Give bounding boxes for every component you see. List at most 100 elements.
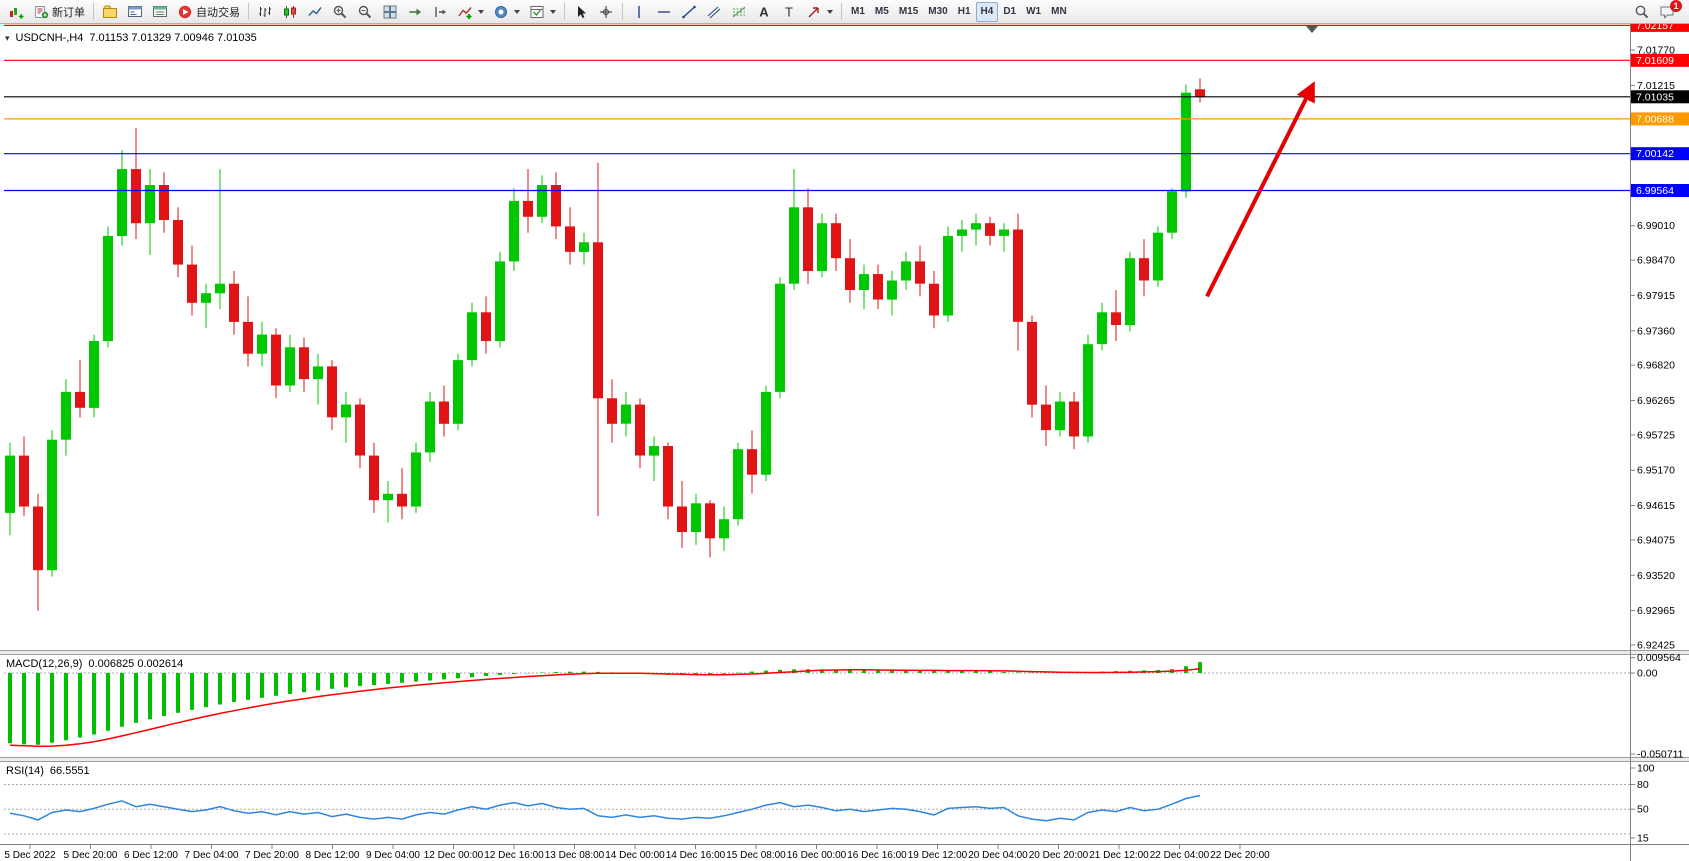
symbol-collapse-icon[interactable]: ▾	[5, 33, 10, 43]
svg-text:19 Dec 12:00: 19 Dec 12:00	[908, 850, 968, 861]
line-chart-button[interactable]	[303, 2, 327, 22]
svg-text:6 Dec 12:00: 6 Dec 12:00	[124, 850, 178, 861]
zoom-out-icon	[358, 5, 372, 18]
new-order-label: 新订单	[52, 6, 85, 19]
svg-text:50: 50	[1637, 804, 1649, 816]
timeframe-w1-button[interactable]: W1	[1026, 6, 1042, 17]
svg-text:22 Dec 20:00: 22 Dec 20:00	[1210, 850, 1270, 861]
chart-shift-marker-icon	[1306, 26, 1318, 33]
svg-text:6.99564: 6.99564	[1636, 185, 1674, 197]
candlestick-chart-button[interactable]	[278, 2, 302, 22]
new-order-button[interactable]: 新订单	[29, 2, 89, 22]
svg-text:20 Dec 20:00: 20 Dec 20:00	[1029, 850, 1089, 861]
templates-icon	[530, 5, 544, 18]
svg-text:6.99010: 6.99010	[1637, 220, 1675, 232]
timeframe-mn-button[interactable]: MN	[1051, 6, 1067, 17]
chart-shift-button[interactable]	[428, 2, 452, 22]
notification-count-badge: 1	[1670, 0, 1682, 12]
chevron-down-icon	[478, 9, 484, 14]
svg-text:6.98470: 6.98470	[1637, 255, 1675, 267]
indicators-button[interactable]	[453, 2, 488, 22]
svg-text:15: 15	[1637, 833, 1649, 845]
svg-text:9 Dec 04:00: 9 Dec 04:00	[366, 850, 420, 861]
timeframe-m5-button[interactable]: M5	[874, 6, 889, 17]
text-tool-icon: A	[759, 4, 769, 19]
data-window-button[interactable]	[148, 2, 172, 22]
chart-window[interactable]: 7.01770 7.01215 6.99010 6.98470 6.97915 6.973…	[0, 24, 1689, 861]
vertical-line-button[interactable]	[627, 2, 651, 22]
svg-text:6.93520: 6.93520	[1637, 570, 1675, 582]
data-window-icon	[153, 5, 167, 17]
cursor-button[interactable]	[569, 2, 593, 22]
channel-button[interactable]	[702, 2, 726, 22]
new-order-icon	[35, 5, 49, 18]
chevron-down-icon	[827, 9, 833, 14]
trendline-button[interactable]	[677, 2, 701, 22]
svg-text:0.009564: 0.009564	[1637, 652, 1681, 664]
crosshair-button[interactable]	[594, 2, 618, 22]
svg-text:14 Dec 00:00: 14 Dec 00:00	[605, 850, 665, 861]
chevron-down-icon	[550, 9, 556, 14]
autotrading-icon	[178, 5, 192, 18]
timeframe-group: M1 M5 M15 M30 H1 H4 D1 W1 MN	[846, 1, 1072, 22]
arrows-tool-button[interactable]	[802, 2, 837, 22]
fibonacci-icon	[732, 6, 746, 17]
svg-text:100: 100	[1637, 763, 1655, 775]
svg-text:6.92425: 6.92425	[1637, 640, 1675, 652]
tile-windows-button[interactable]	[378, 2, 402, 22]
crosshair-icon	[600, 5, 612, 18]
profiles-button[interactable]	[98, 2, 122, 22]
notifications-button[interactable]: 1	[1655, 0, 1682, 22]
search-button[interactable]	[1630, 2, 1654, 22]
panel-separators	[0, 650, 1689, 845]
auto-scroll-button[interactable]	[403, 2, 427, 22]
zoom-in-button[interactable]	[328, 2, 352, 22]
svg-text:20 Dec 04:00: 20 Dec 04:00	[968, 850, 1028, 861]
autotrading-button[interactable]: 自动交易	[173, 2, 244, 22]
auto-scroll-icon	[409, 8, 421, 15]
market-watch-button[interactable]	[123, 2, 147, 22]
main-toolbar: 新订单 自动交易	[0, 0, 1689, 24]
chevron-down-icon	[514, 9, 520, 14]
chart-canvas[interactable]: 7.01770 7.01215 6.99010 6.98470 6.97915 6.973…	[0, 24, 1689, 861]
market-watch-icon	[128, 5, 142, 17]
timeframe-m15-button[interactable]: M15	[898, 6, 919, 17]
price-axis: 7.01770 7.01215 6.99010 6.98470 6.97915 6.973…	[1630, 24, 1684, 861]
autotrading-label: 自动交易	[196, 6, 240, 19]
horizontal-line-button[interactable]	[652, 2, 676, 22]
svg-text:13 Dec 08:00: 13 Dec 08:00	[545, 850, 605, 861]
templates-button[interactable]	[525, 2, 560, 22]
timeframe-h1-button[interactable]: H1	[957, 6, 971, 17]
svg-text:80: 80	[1637, 779, 1649, 791]
tile-windows-icon	[383, 5, 397, 18]
timeframe-h4-button[interactable]: H4	[975, 1, 999, 22]
svg-text:7.00142: 7.00142	[1636, 148, 1674, 160]
svg-text:6.96265: 6.96265	[1637, 395, 1675, 407]
timeframe-m1-button[interactable]: M1	[851, 6, 865, 17]
objects-dropdown-button[interactable]	[489, 2, 524, 22]
svg-text:5 Dec 2022: 5 Dec 2022	[4, 850, 56, 861]
new-chart-button[interactable]	[4, 2, 28, 22]
timeframe-d1-button[interactable]: D1	[1003, 6, 1017, 17]
new-chart-icon	[10, 7, 24, 19]
svg-text:6.97915: 6.97915	[1637, 290, 1675, 302]
zoom-out-button[interactable]	[353, 2, 377, 22]
svg-text:8 Dec 12:00: 8 Dec 12:00	[306, 850, 360, 861]
svg-text:6.97360: 6.97360	[1637, 325, 1675, 337]
toolbar-separator	[564, 3, 565, 20]
cursor-icon	[578, 5, 586, 18]
text-tool-button[interactable]: A	[752, 2, 776, 22]
text-label-button[interactable]: T	[777, 2, 801, 22]
timeframe-m30-button[interactable]: M30	[928, 6, 948, 17]
zoom-in-icon	[333, 5, 347, 18]
channel-icon	[707, 6, 721, 18]
svg-text:7.01035: 7.01035	[1636, 91, 1674, 103]
candles	[5, 78, 1205, 611]
bars-chart-button[interactable]	[253, 2, 277, 22]
svg-text:22 Dec 04:00: 22 Dec 04:00	[1150, 850, 1210, 861]
fibonacci-button[interactable]	[727, 2, 751, 22]
trend-arrow	[1205, 81, 1315, 298]
svg-text:15 Dec 08:00: 15 Dec 08:00	[726, 850, 786, 861]
svg-text:6.94615: 6.94615	[1637, 500, 1675, 512]
svg-text:6.94075: 6.94075	[1637, 534, 1675, 546]
